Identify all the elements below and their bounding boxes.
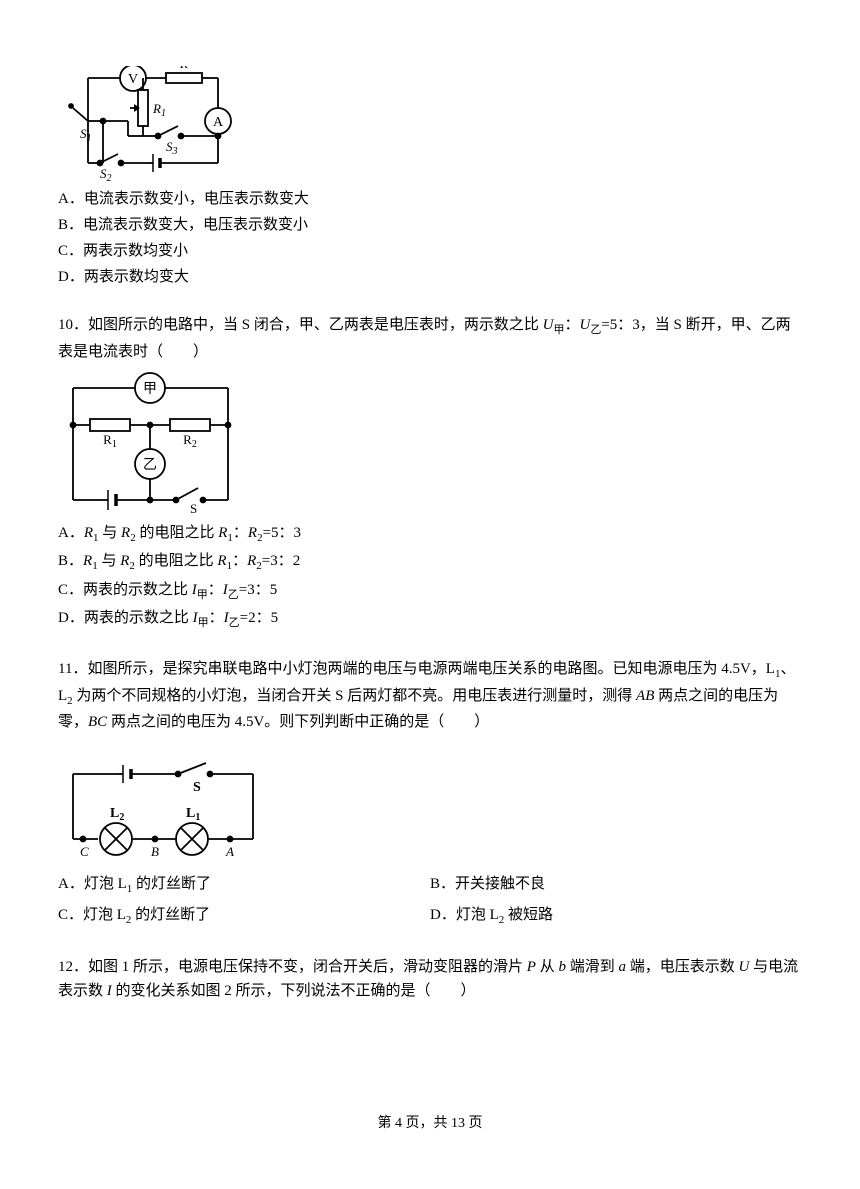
q10-b-r1: R bbox=[83, 553, 92, 569]
q11-option-a: A．灯泡 L1 的灯丝断了 bbox=[58, 872, 430, 899]
svg-text:A: A bbox=[213, 115, 224, 130]
q9-option-c: C．两表示数均变小 bbox=[58, 239, 802, 263]
q12-m3: 端，电压表示数 bbox=[626, 959, 739, 975]
q11-stem: 11．如图所示，是探究串联电路中小灯泡两端的电压与电源两端电压关系的电路图。已知… bbox=[58, 657, 802, 734]
footer-pre: 第 bbox=[378, 1116, 396, 1131]
svg-text:甲: 甲 bbox=[143, 382, 157, 397]
svg-text:S: S bbox=[193, 780, 201, 795]
q10-U2: U bbox=[579, 317, 590, 333]
q10-a-m1: 与 bbox=[99, 525, 122, 541]
q10-d-pre: D．两表的示数之比 bbox=[58, 610, 193, 626]
svg-text:乙: 乙 bbox=[143, 457, 157, 473]
footer-cur: 4 bbox=[395, 1116, 402, 1131]
q10-a-pre: A． bbox=[58, 525, 84, 541]
q11-row-cd: C．灯泡 L2 的灯丝断了 D．灯泡 L2 被短路 bbox=[58, 901, 802, 932]
svg-text:A: A bbox=[225, 844, 234, 859]
q9-circuit-diagram: V R A S1 bbox=[58, 66, 802, 181]
q10-stem-pre: 10．如图所示的电路中，当 S 闭合，甲、乙两表是电压表时，两示数之比 bbox=[58, 317, 543, 333]
q10-c-c: ： bbox=[208, 582, 223, 598]
svg-text:R1: R1 bbox=[152, 101, 166, 119]
q10-b-r3: R bbox=[217, 553, 226, 569]
svg-text:S3: S3 bbox=[166, 139, 178, 157]
q10-circuit-diagram: 甲 R1 R2 乙 bbox=[58, 370, 802, 515]
q11-option-c: C．灯泡 L2 的灯丝断了 bbox=[58, 903, 430, 930]
svg-text:S2: S2 bbox=[100, 166, 112, 181]
q12-a: a bbox=[618, 959, 626, 975]
footer-total: 13 bbox=[451, 1116, 465, 1131]
q12-tail: 的变化关系如图 2 所示，下列说法不正确的是（ ） bbox=[112, 983, 476, 999]
q10-b-tail: =3：2 bbox=[262, 553, 300, 569]
q10-b-pre: B． bbox=[58, 553, 83, 569]
q12-p: P bbox=[527, 959, 536, 975]
q10-option-b: B．R1 与 R2 的电阻之比 R1：R2=3：2 bbox=[58, 549, 802, 576]
svg-text:L1: L1 bbox=[186, 806, 200, 823]
q10-a-m2: 的电阻之比 bbox=[136, 525, 219, 541]
footer-post: 页 bbox=[465, 1116, 483, 1131]
svg-text:R2: R2 bbox=[183, 432, 197, 450]
q10-b-m2: 的电阻之比 bbox=[135, 553, 218, 569]
footer-mid: 页，共 bbox=[402, 1116, 451, 1131]
q10-c-pre: C．两表的示数之比 bbox=[58, 582, 192, 598]
q10-b-r2: R bbox=[120, 553, 129, 569]
q10-a-r1: R bbox=[84, 525, 93, 541]
q10-c-tail: =3：5 bbox=[239, 582, 277, 598]
q12-u: U bbox=[738, 959, 749, 975]
q9-option-b: B．电流表示数变大，电压表示数变小 bbox=[58, 213, 802, 237]
q12-pre: 12．如图 1 所示，电源电压保持不变，闭合开关后，滑动变阻器的滑片 bbox=[58, 959, 527, 975]
q11-circuit-diagram: S C L2 B bbox=[58, 759, 802, 864]
q10-d-s2: 乙 bbox=[229, 617, 240, 629]
svg-text:S: S bbox=[190, 501, 197, 515]
q10-U1: U bbox=[543, 317, 554, 333]
q10-b-c: ： bbox=[232, 553, 247, 569]
q10-b-r4: R bbox=[247, 553, 256, 569]
question-9: V R A S1 bbox=[58, 66, 802, 289]
q10-stem: 10．如图所示的电路中，当 S 闭合，甲、乙两表是电压表时，两示数之比 U甲：U… bbox=[58, 313, 802, 364]
svg-text:R: R bbox=[179, 66, 188, 71]
question-11: 11．如图所示，是探究串联电路中小灯泡两端的电压与电源两端电压关系的电路图。已知… bbox=[58, 657, 802, 931]
q10-c-s2: 乙 bbox=[228, 589, 239, 601]
q10-d-c: ： bbox=[209, 610, 224, 626]
q12-m1: 从 bbox=[536, 959, 559, 975]
q10-option-c: C．两表的示数之比 I甲：I乙=3：5 bbox=[58, 578, 802, 605]
q12-m2: 端滑到 bbox=[566, 959, 619, 975]
q12-b: b bbox=[558, 959, 566, 975]
q10-sub2: 乙 bbox=[590, 324, 601, 336]
q10-c-s1: 甲 bbox=[197, 589, 208, 601]
q10-b-m1: 与 bbox=[98, 553, 121, 569]
q11-row-ab: A．灯泡 L1 的灯丝断了 B．开关接触不良 bbox=[58, 870, 802, 901]
question-10: 10．如图所示的电路中，当 S 闭合，甲、乙两表是电压表时，两示数之比 U甲：U… bbox=[58, 313, 802, 633]
q10-a-tail: =5：3 bbox=[263, 525, 301, 541]
svg-text:L2: L2 bbox=[110, 806, 124, 823]
q10-a-r2: R bbox=[121, 525, 130, 541]
q9-option-d: D．两表示数均变大 bbox=[58, 265, 802, 289]
page-footer: 第 4 页，共 13 页 bbox=[58, 1113, 802, 1135]
q11-option-d: D．灯泡 L2 被短路 bbox=[430, 903, 802, 930]
svg-text:B: B bbox=[151, 844, 159, 859]
q10-d-tail: =2：5 bbox=[240, 610, 278, 626]
svg-text:R1: R1 bbox=[103, 432, 117, 450]
q10-a-c: ： bbox=[233, 525, 248, 541]
q9-option-a: A．电流表示数变小，电压表示数变大 bbox=[58, 187, 802, 211]
q10-option-a: A．R1 与 R2 的电阻之比 R1：R2=5：3 bbox=[58, 521, 802, 548]
svg-text:S1: S1 bbox=[80, 126, 92, 144]
q10-colon: ： bbox=[564, 317, 579, 333]
q10-option-d: D．两表的示数之比 I甲：I乙=2：5 bbox=[58, 606, 802, 633]
svg-text:C: C bbox=[80, 844, 89, 859]
q10-d-s1: 甲 bbox=[198, 617, 209, 629]
q12-stem: 12．如图 1 所示，电源电压保持不变，闭合开关后，滑动变阻器的滑片 P 从 b… bbox=[58, 955, 802, 1003]
q11-option-b: B．开关接触不良 bbox=[430, 872, 802, 899]
q10-a-r4: R bbox=[248, 525, 257, 541]
question-12: 12．如图 1 所示，电源电压保持不变，闭合开关后，滑动变阻器的滑片 P 从 b… bbox=[58, 955, 802, 1003]
q10-sub1: 甲 bbox=[553, 324, 564, 336]
q10-a-r3: R bbox=[218, 525, 227, 541]
svg-text:V: V bbox=[128, 72, 138, 87]
